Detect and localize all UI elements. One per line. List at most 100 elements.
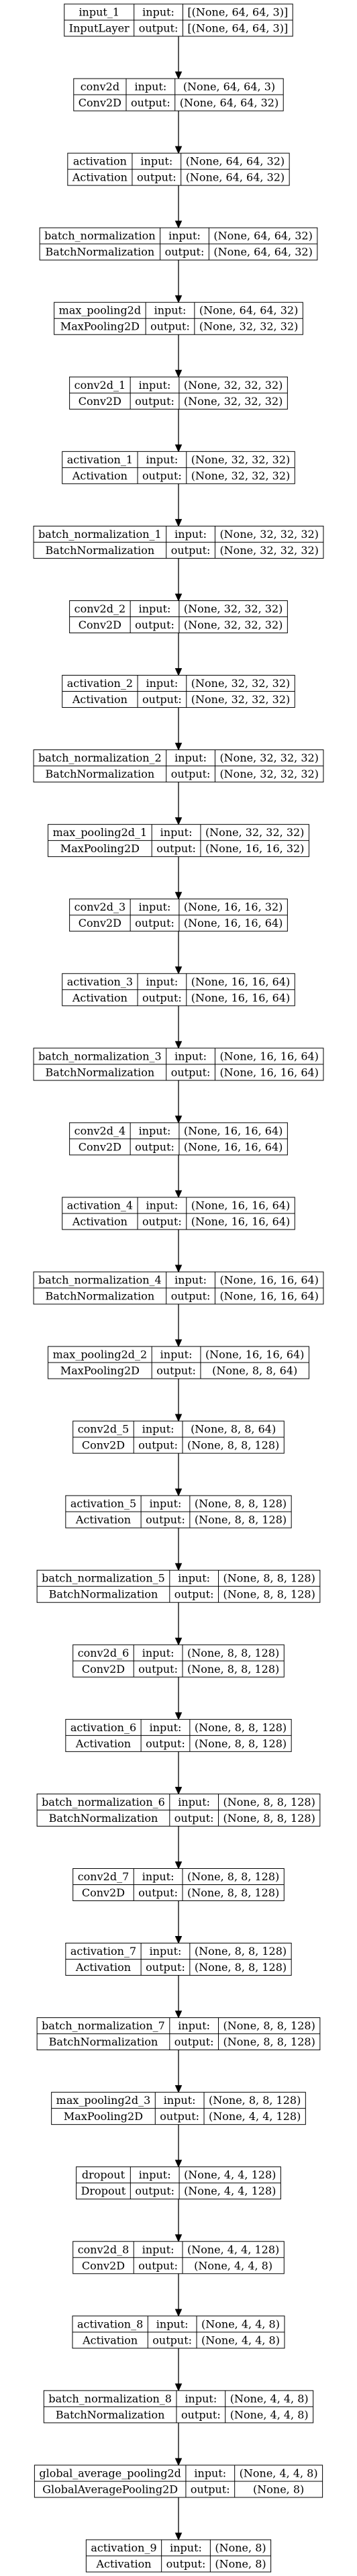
output-shape: (None, 64, 64, 32) <box>180 97 278 109</box>
layer-node-conv2d-4: conv2d_4 Conv2D input: output: (None, 16, 16… <box>69 1122 288 1156</box>
layer-type: Conv2D <box>79 97 121 109</box>
layer-type: BatchNormalization <box>49 1588 158 1601</box>
layer-node-max-pooling2d-1: max_pooling2d_1 MaxPooling2D input: output:… <box>48 824 309 858</box>
input-shape: (None, 8) <box>215 2542 266 2555</box>
layer-type: BatchNormalization <box>46 544 155 557</box>
input-label: input: <box>170 2542 202 2555</box>
connection-arrow <box>174 1677 183 1720</box>
output-label: output: <box>138 1439 178 1452</box>
input-label: input: <box>142 1423 174 1436</box>
connection-arrow <box>174 2050 183 2093</box>
arrowhead-icon <box>174 2085 183 2093</box>
layer-node-batch-normalization-6: batch_normalization_6 BatchNormalization i… <box>36 1793 321 1827</box>
layer-name: activation_1 <box>67 453 133 466</box>
input-label: input: <box>185 2392 217 2405</box>
layer-name: activation_2 <box>67 677 133 690</box>
layer-node-input-1: input_1 InputLayer input: output: [(None, 64… <box>64 3 293 37</box>
input-shape: (None, 8, 8, 128) <box>187 1870 279 1883</box>
layer-node-activation-1: activation_1 Activation input: output: (None… <box>62 451 295 484</box>
arrowhead-icon <box>174 2234 183 2242</box>
arrowhead-icon <box>174 593 183 602</box>
input-label: input: <box>146 1199 178 1211</box>
connection-arrow <box>174 856 183 900</box>
connection-arrow <box>174 2348 183 2392</box>
layer-type: Conv2D <box>82 1886 125 1899</box>
arrowhead-icon <box>174 2309 183 2317</box>
output-label: output: <box>135 1140 174 1153</box>
input-shape: (None, 8, 8, 128) <box>195 1721 287 1734</box>
layer-name: activation <box>73 155 127 168</box>
input-shape: (None, 64, 64, 32) <box>213 230 312 242</box>
input-shape: (None, 64, 64, 32) <box>186 155 285 168</box>
layer-node-activation-7: activation_7 Activation input: output: (None… <box>65 1943 292 1976</box>
output-shape: (None, 8, 8, 128) <box>223 2035 315 2048</box>
connection-arrow <box>174 484 183 527</box>
layer-name: activation_3 <box>67 975 133 988</box>
arrowhead-icon <box>174 1414 183 1422</box>
connection-arrow <box>174 2124 183 2168</box>
input-shape: (None, 16, 16, 64) <box>191 975 290 988</box>
input-label: input: <box>156 2317 189 2330</box>
arrowhead-icon <box>174 2383 183 2392</box>
input-label: input: <box>168 230 201 242</box>
arrowhead-icon <box>174 444 183 453</box>
layer-node-activation-9: activation_9 Activation input: output: (None… <box>85 2539 272 2573</box>
arrowhead-icon <box>174 743 183 751</box>
output-shape: (None, 16, 16, 64) <box>191 991 290 1004</box>
output-shape: (None, 8, 8, 128) <box>187 1886 279 1899</box>
input-label: input: <box>174 1050 207 1062</box>
output-shape: (None, 8, 8, 128) <box>195 1514 287 1526</box>
layer-type: Conv2D <box>82 1663 125 1675</box>
connection-arrow <box>174 1005 183 1050</box>
layer-type: Conv2D <box>79 917 121 929</box>
layer-node-conv2d: conv2d Conv2D input: output: (None, 64, 64, … <box>73 78 284 111</box>
layer-node-batch-normalization-2: batch_normalization_2 BatchNormalization i… <box>33 749 324 783</box>
layer-name: conv2d <box>81 81 119 93</box>
output-shape: (None, 32, 32, 32) <box>184 618 283 631</box>
output-label: output: <box>135 917 174 929</box>
arrowhead-icon <box>174 369 183 378</box>
arrowhead-icon <box>174 892 183 900</box>
layer-type: MaxPooling2D <box>60 842 140 855</box>
input-label: input: <box>142 2243 174 2256</box>
layer-node-conv2d-7: conv2d_7 Conv2D input: output: (None, 8, 8, … <box>72 1868 285 1901</box>
output-shape: (None, 4, 4, 128) <box>209 2110 301 2123</box>
layer-type: MaxPooling2D <box>60 1365 140 1377</box>
input-label: input: <box>139 379 171 392</box>
arrowhead-icon <box>174 1712 183 1720</box>
output-shape: (None, 64, 64, 32) <box>213 246 312 259</box>
input-label: input: <box>140 155 172 168</box>
output-label: output: <box>174 1812 214 1825</box>
layer-name: batch_normalization_3 <box>38 1050 162 1062</box>
layer-type: Activation <box>72 171 128 184</box>
layer-name: max_pooling2d_1 <box>53 826 148 839</box>
output-shape: (None, 32, 32, 32) <box>219 544 318 557</box>
output-label: output: <box>146 1514 185 1526</box>
output-label: output: <box>174 2035 214 2048</box>
output-shape: (None, 8, 8, 128) <box>187 1663 279 1675</box>
arrowhead-icon <box>174 1339 183 1348</box>
input-shape: (None, 16, 16, 64) <box>191 1199 290 1211</box>
layer-name: conv2d_7 <box>78 1870 130 1883</box>
connection-arrow <box>174 1528 183 1571</box>
layer-node-batch-normalization-7: batch_normalization_7 BatchNormalization i… <box>36 2017 321 2051</box>
output-label: output: <box>142 991 182 1004</box>
output-label: output: <box>171 544 211 557</box>
layer-type: Conv2D <box>79 1140 121 1153</box>
layer-node-batch-normalization-5: batch_normalization_5 BatchNormalization i… <box>36 1569 321 1603</box>
output-shape: (None, 8, 8, 128) <box>195 1737 287 1750</box>
output-shape: (None, 4, 4, 8) <box>201 2334 280 2346</box>
input-shape: (None, 4, 4, 8) <box>240 2467 318 2479</box>
input-label: input: <box>139 602 171 615</box>
input-shape: (None, 8, 8, 64) <box>191 1423 276 1436</box>
input-label: input: <box>174 1274 207 1287</box>
layer-name: batch_normalization <box>44 230 155 242</box>
input-shape: (None, 8, 8, 128) <box>195 1945 287 1958</box>
input-shape: (None, 32, 32, 32) <box>191 453 290 466</box>
layer-node-conv2d-3: conv2d_3 Conv2D input: output: (None, 16, 16… <box>69 899 288 932</box>
input-label: input: <box>139 1124 171 1137</box>
output-label: output: <box>139 22 178 35</box>
layer-node-batch-normalization: batch_normalization BatchNormalization inp… <box>39 227 318 261</box>
input-shape: (None, 16, 16, 64) <box>219 1050 318 1062</box>
input-label: input: <box>150 1945 182 1958</box>
